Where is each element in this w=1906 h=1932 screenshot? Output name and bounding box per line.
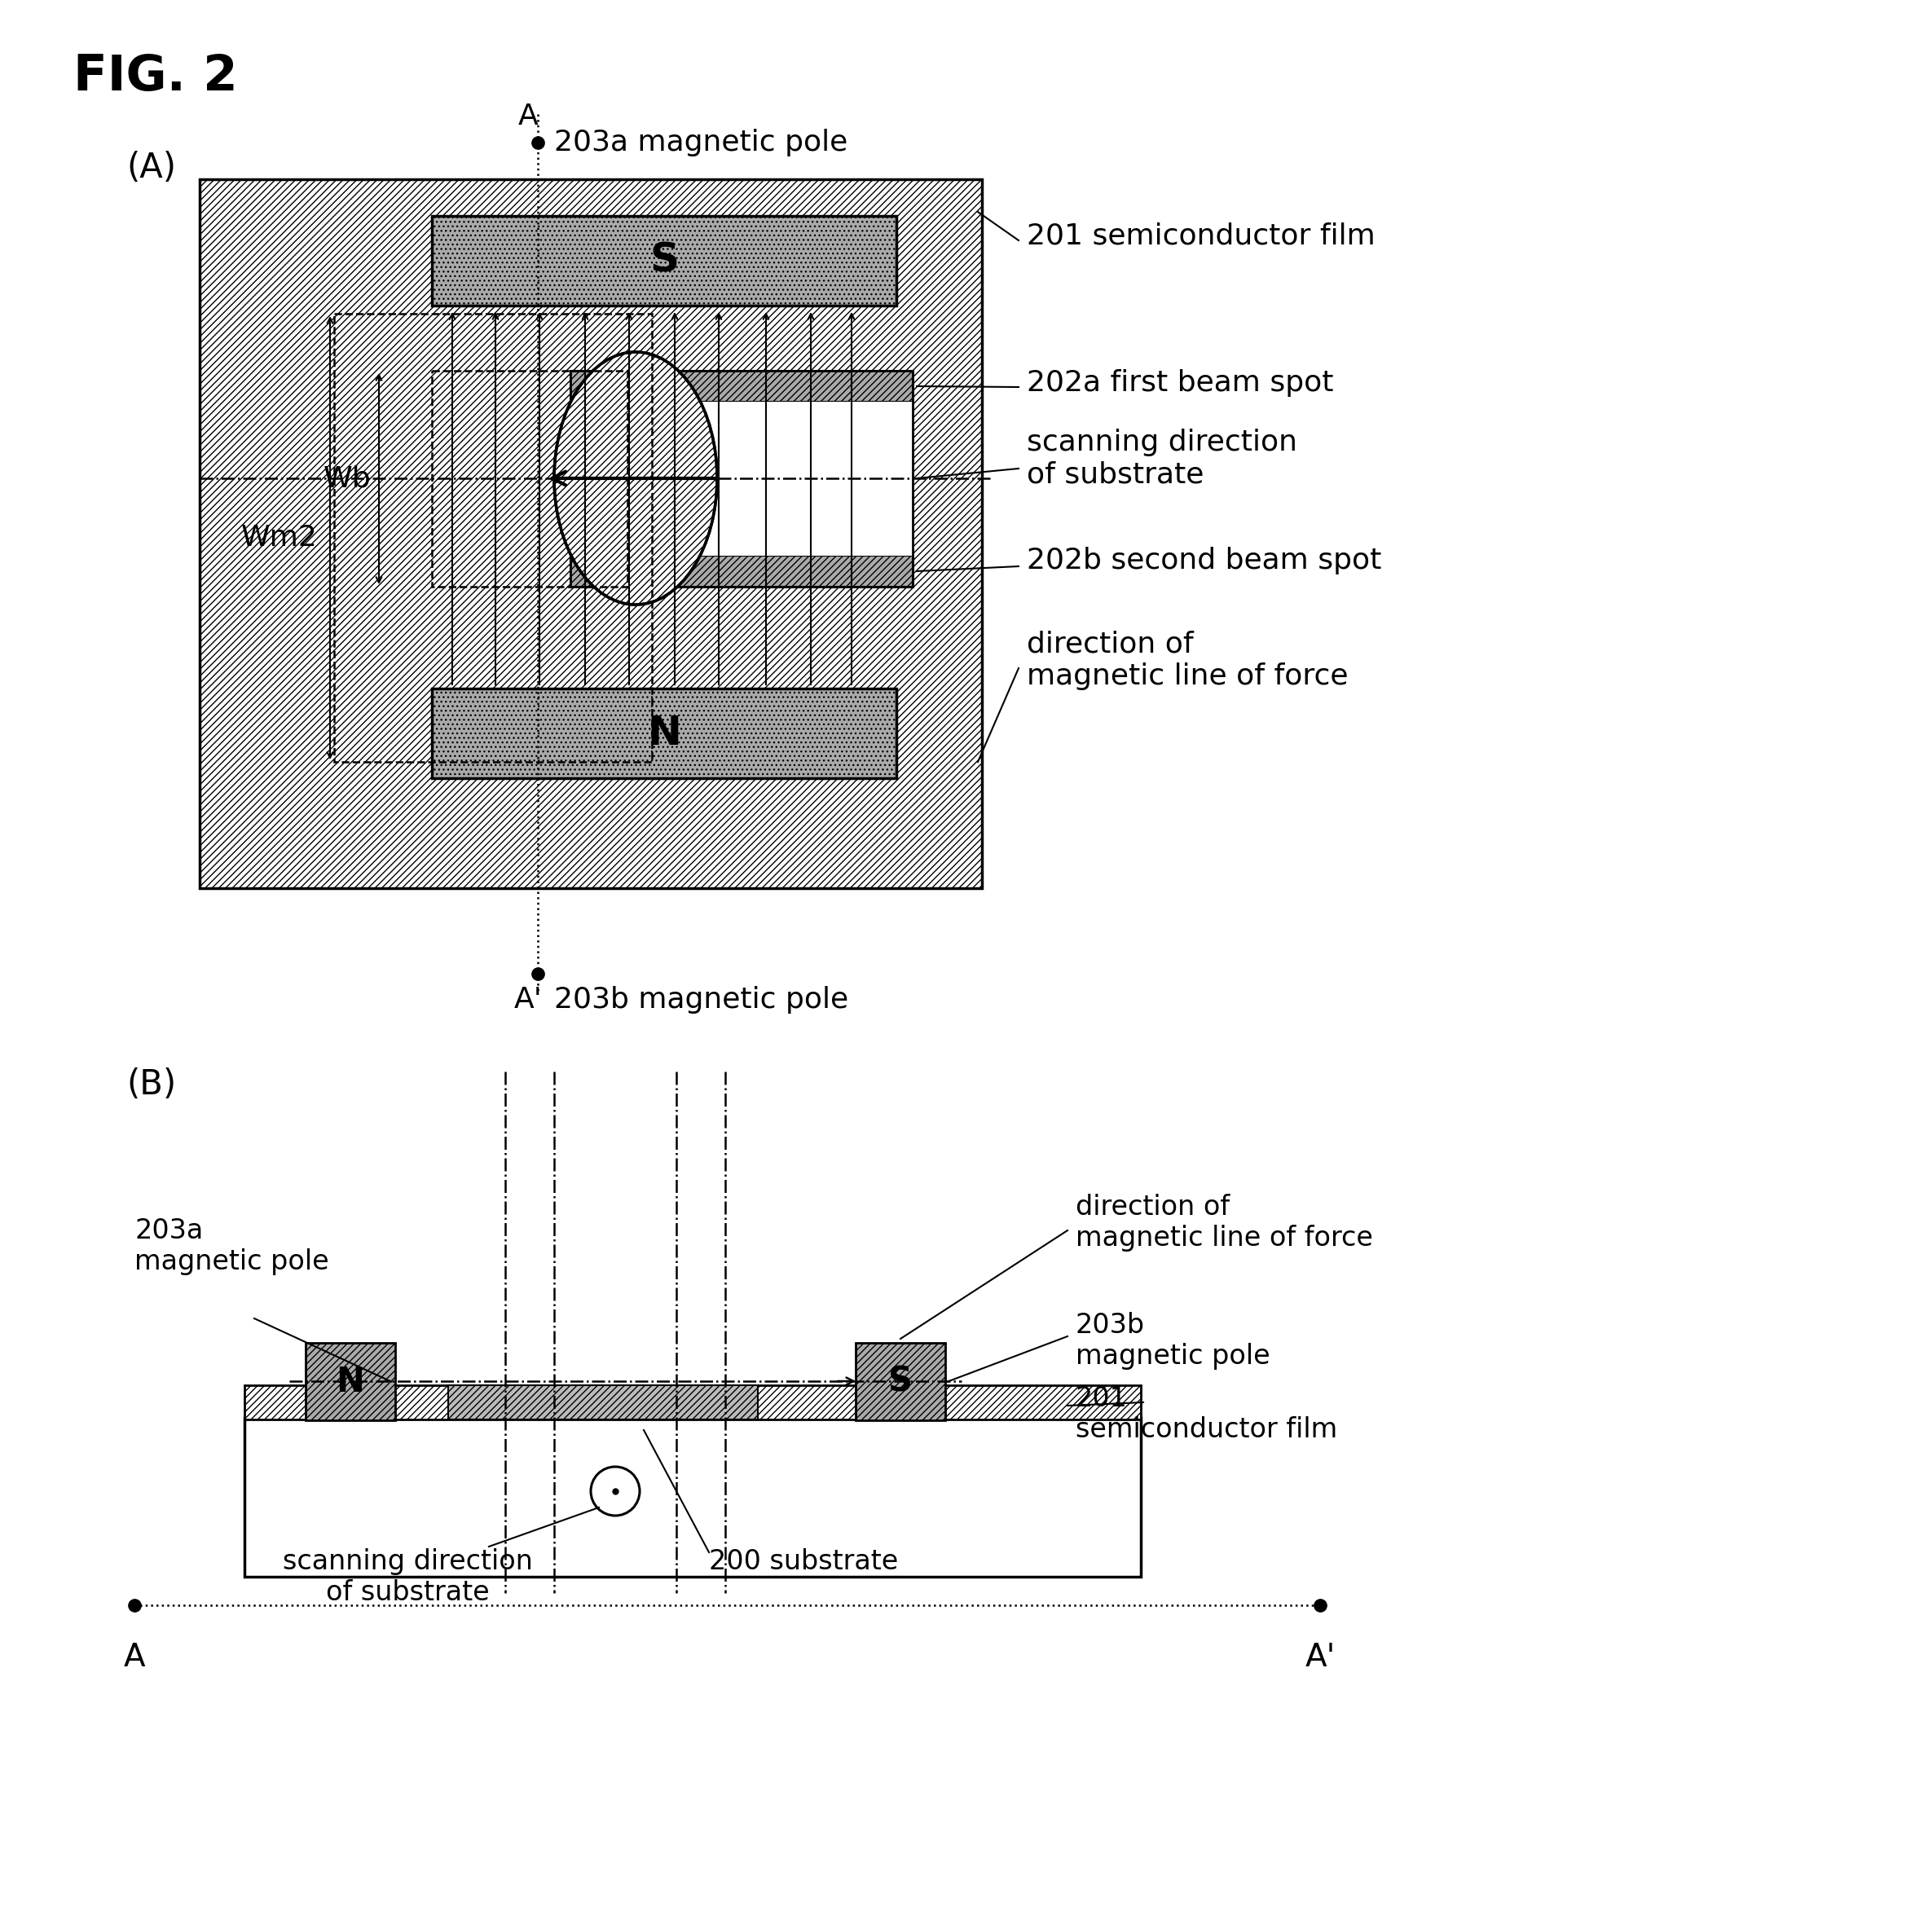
Bar xyxy=(570,402,913,556)
Bar xyxy=(244,1418,1142,1577)
Bar xyxy=(433,688,896,779)
Text: (B): (B) xyxy=(126,1068,175,1101)
Text: 202a first beam spot: 202a first beam spot xyxy=(1027,369,1334,396)
Bar xyxy=(244,1385,1142,1420)
Text: scanning direction
of substrate: scanning direction of substrate xyxy=(1027,429,1298,489)
Text: 200 substrate: 200 substrate xyxy=(709,1548,898,1575)
Text: FIG. 2: FIG. 2 xyxy=(72,52,238,100)
Text: 201 semiconductor film: 201 semiconductor film xyxy=(1027,222,1376,249)
Text: 202b second beam spot: 202b second beam spot xyxy=(1027,547,1382,574)
Text: 203a
magnetic pole: 203a magnetic pole xyxy=(135,1217,330,1275)
Text: (A): (A) xyxy=(126,151,175,185)
Text: A': A' xyxy=(1306,1642,1336,1673)
Text: scanning direction
of substrate: scanning direction of substrate xyxy=(282,1548,532,1605)
Text: S: S xyxy=(650,242,679,280)
Text: N: N xyxy=(335,1364,364,1399)
Text: N: N xyxy=(646,713,680,753)
Bar xyxy=(570,371,913,587)
Text: Wb: Wb xyxy=(322,466,372,493)
Text: 203a magnetic pole: 203a magnetic pole xyxy=(555,129,848,156)
Text: S: S xyxy=(888,1364,913,1399)
Bar xyxy=(433,371,627,587)
Bar xyxy=(570,371,913,402)
Text: Wm2: Wm2 xyxy=(242,524,318,553)
Text: 201
semiconductor film: 201 semiconductor film xyxy=(1075,1385,1338,1443)
Text: 203b magnetic pole: 203b magnetic pole xyxy=(555,985,848,1014)
Text: A: A xyxy=(518,102,537,129)
Bar xyxy=(334,313,652,761)
Ellipse shape xyxy=(555,352,717,605)
Text: A': A' xyxy=(515,985,541,1014)
Bar xyxy=(433,216,896,305)
Text: direction of
magnetic line of force: direction of magnetic line of force xyxy=(1075,1194,1372,1252)
Text: 203b
magnetic pole: 203b magnetic pole xyxy=(1075,1312,1269,1370)
Bar xyxy=(200,180,982,889)
Bar xyxy=(305,1343,395,1420)
Text: direction of
magnetic line of force: direction of magnetic line of force xyxy=(1027,630,1348,690)
Bar xyxy=(570,371,913,587)
Text: A: A xyxy=(124,1642,145,1673)
Bar xyxy=(570,402,913,556)
Bar xyxy=(570,556,913,587)
Bar xyxy=(448,1385,759,1420)
Bar xyxy=(856,1343,945,1420)
